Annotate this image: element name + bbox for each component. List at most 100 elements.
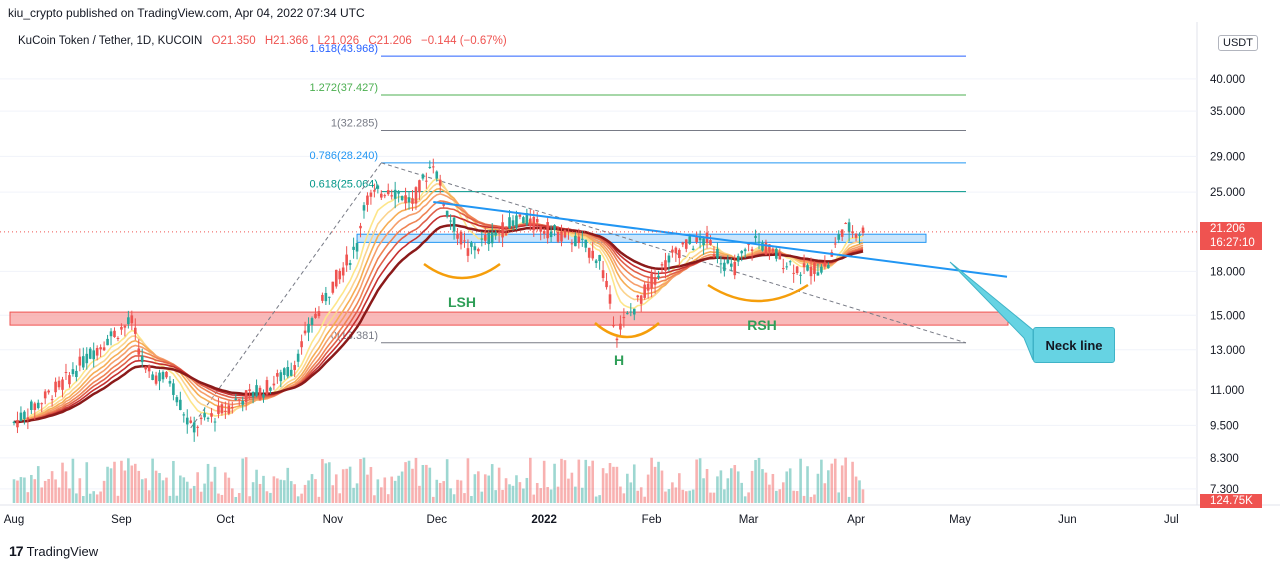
volume-bar [702,478,705,503]
volume-bar [560,458,563,503]
candle-body [671,249,674,253]
candle-body [161,372,165,380]
candle-body [64,372,68,374]
candle-body [691,248,695,250]
candle-body [466,248,470,256]
volume-bar [366,474,369,503]
candle-body [473,246,477,251]
volume-bar [515,475,518,503]
candle-body [632,308,636,315]
volume-bar [380,487,383,503]
candle-body [407,197,411,203]
x-tick-label: Feb [642,514,662,526]
volume-bar [269,492,272,503]
volume-bar [664,491,667,503]
candle-body [449,220,452,222]
volume-bar [172,460,175,503]
volume-bar [813,494,816,503]
candle-body [477,248,480,252]
volume-bar [522,488,525,503]
candle-body [820,266,823,273]
volume-bar [307,480,310,503]
support-zone [9,311,1009,326]
ohlc-open: O21.350 [211,35,256,47]
volume-bar [570,472,574,503]
candle-body [743,249,747,252]
last-price-tag: 21.206 [1200,222,1262,236]
candle-body [615,338,619,341]
ema-ribbon-line [13,182,864,424]
candle-body [231,406,234,409]
candle-body [861,227,865,233]
left-shoulder-arc [423,262,501,280]
fib-level-label: 0.618(25.064) [310,179,379,191]
volume-bar [761,469,764,503]
candle-body [168,380,172,384]
volume-bar [99,491,102,503]
volume-bar [861,489,865,503]
lsh-label: LSH [448,294,476,310]
candle-body [383,195,387,197]
volume-bar [580,487,584,503]
candle-body [175,397,179,403]
volume-bar [525,477,529,503]
candle-body [286,367,290,377]
candle-body [237,399,241,401]
candle-body [854,233,858,238]
candle-body [726,259,730,264]
candle-body [459,231,463,245]
candle-body [144,366,147,370]
candle-body [501,222,504,238]
candle-body [626,313,629,315]
volume-bar [293,484,296,503]
volume-bar [75,493,78,503]
volume-bar [809,496,813,503]
candle-body [688,236,692,244]
volume-bar [830,463,834,503]
candle-body [650,273,653,289]
candle-body [463,240,466,242]
volume-bar [650,457,653,503]
volume-bar [494,490,497,503]
volume-bar [781,482,785,503]
volume-bar [338,493,342,503]
candle-body [809,266,813,277]
candle-body [196,426,199,428]
volume-bar [799,458,802,503]
volume-bar [328,462,331,503]
candle-body [525,213,529,225]
candle-body [220,404,224,414]
neck-line [433,201,1008,278]
candle-body [816,272,820,276]
volume-bar [303,484,307,503]
fib-level-label: 1.618(43.968) [310,43,379,55]
volume-bar [598,495,601,503]
candle-body [504,233,508,236]
candle-body [483,234,487,241]
candle-body [380,193,383,198]
volume-bar [546,487,549,503]
tradingview-logo[interactable]: 17 TradingView [9,543,98,559]
volume-bar [535,483,539,503]
volume-bar [61,462,64,503]
volume-bar [137,470,141,503]
currency-button[interactable]: USDT [1218,35,1258,51]
volume-bar [435,479,439,503]
candle-body [33,403,37,411]
candle-body [244,390,248,403]
candle-body [684,239,688,249]
candle-body [75,370,78,378]
volume-bar [778,489,782,503]
volume-bar [688,490,692,503]
candle-body [553,225,556,230]
candle-body [43,391,47,399]
volume-bar [179,475,182,503]
candle-body [199,417,203,420]
candle-body [338,270,342,280]
candle-body [411,198,414,204]
y-tick-label: 11.000 [1210,385,1244,397]
candle-body [99,347,102,350]
candle-body [265,380,269,395]
candle-body [248,389,251,391]
